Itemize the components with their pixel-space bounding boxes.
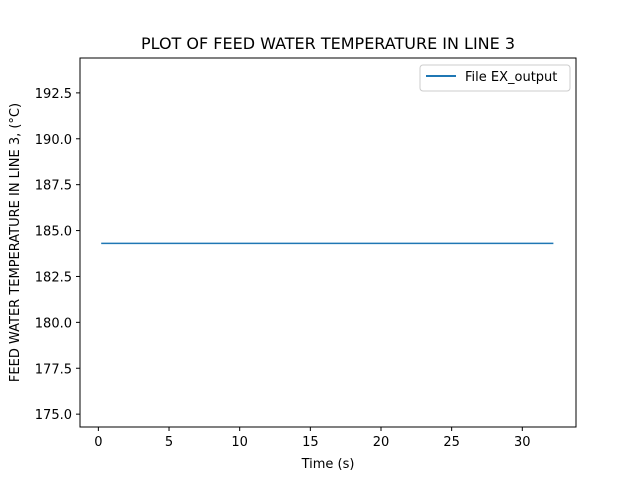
y-tick-label: 192.5 <box>35 87 72 102</box>
x-tick-label: 30 <box>514 435 531 450</box>
x-tick-label: 10 <box>231 435 248 450</box>
x-axis-ticks: 0 5 10 15 20 25 30 <box>94 427 531 450</box>
y-tick-label: 175.0 <box>35 408 72 423</box>
y-tick-label: 182.5 <box>35 270 72 285</box>
x-axis-label: Time (s) <box>301 457 355 472</box>
y-tick-label: 185.0 <box>35 225 72 240</box>
chart-title: PLOT OF FEED WATER TEMPERATURE IN LINE 3 <box>141 34 515 53</box>
x-tick-label: 20 <box>373 435 390 450</box>
y-tick-label: 187.5 <box>35 179 72 194</box>
y-tick-label: 177.5 <box>35 362 72 377</box>
x-tick-label: 0 <box>94 435 102 450</box>
y-tick-label: 190.0 <box>35 133 72 148</box>
y-tick-label: 180.0 <box>35 316 72 331</box>
y-axis-label: FEED WATER TEMPERATURE IN LINE 3, (°C) <box>8 103 23 382</box>
x-tick-label: 25 <box>443 435 460 450</box>
x-tick-label: 15 <box>302 435 319 450</box>
x-tick-label: 5 <box>165 435 173 450</box>
axes-frame <box>79 57 577 428</box>
legend-box <box>419 64 571 92</box>
legend: File EX_output <box>419 64 571 92</box>
y-axis-ticks: 175.0 177.5 180.0 182.5 185.0 187.5 190.0 192.5 <box>35 87 80 423</box>
legend-label: File EX_output <box>465 70 557 85</box>
plot-area: 0 5 10 15 20 25 30 175.0 177.5 180.0 182.5 185.0 18… <box>35 57 577 450</box>
